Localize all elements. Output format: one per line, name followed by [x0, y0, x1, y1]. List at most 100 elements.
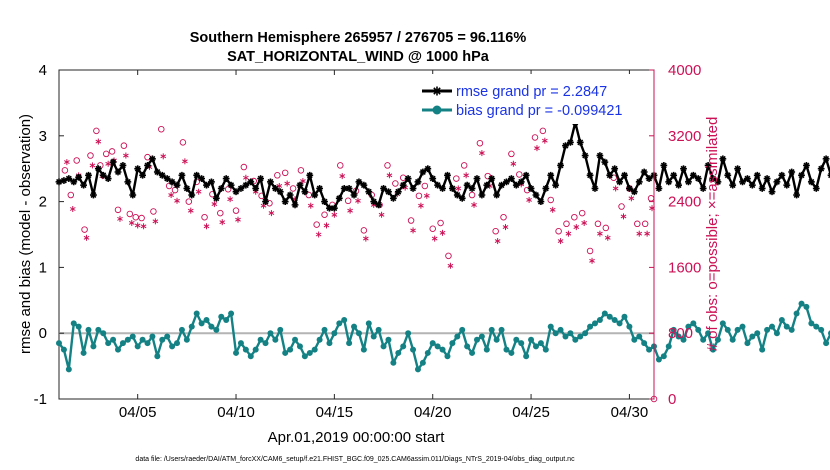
bias-point — [90, 343, 97, 350]
obs-possible-point — [321, 211, 328, 219]
rmse-point — [124, 178, 132, 186]
bias-point — [287, 346, 294, 353]
rmse-point — [291, 201, 299, 209]
rmse-point — [139, 171, 146, 179]
obs-possible-point — [344, 197, 352, 205]
y-left-tick-label: 2 — [39, 194, 47, 211]
obs-assimilated-point — [268, 210, 275, 217]
bias-point — [395, 349, 402, 356]
rmse-point — [429, 175, 437, 182]
bias-point — [587, 323, 594, 330]
rmse-point — [803, 162, 810, 169]
bias-point — [410, 346, 417, 353]
rmse-point — [468, 185, 476, 192]
obs-assimilated-point — [471, 201, 477, 208]
rmse-point — [419, 168, 427, 176]
rmse-point — [675, 181, 682, 189]
bias-point — [729, 336, 736, 343]
rmse-point — [552, 181, 560, 189]
obs-assimilated-point — [565, 230, 572, 237]
obs-possible-point — [578, 209, 586, 217]
rmse-point — [562, 142, 569, 150]
obs-possible-point — [108, 148, 116, 155]
bias-point — [233, 349, 240, 356]
rmse-point — [458, 194, 466, 202]
obs-assimilated-point — [362, 235, 369, 242]
obs-assimilated-point — [502, 224, 509, 231]
rmse-point — [616, 178, 623, 186]
obs-possible-point — [114, 206, 122, 214]
y-right-tick-label: 800 — [668, 325, 693, 342]
bias-point — [646, 346, 653, 353]
obs-possible-point — [421, 182, 429, 190]
obs-possible-point — [87, 152, 94, 159]
bias-point — [769, 323, 776, 330]
bias-point — [439, 346, 446, 353]
legend-rmse-star — [432, 86, 442, 96]
legend-bias-marker — [432, 105, 442, 115]
rmse-point — [70, 178, 78, 186]
bias-point — [665, 343, 672, 350]
bias-point — [813, 323, 820, 330]
obs-assimilated-point — [510, 160, 517, 167]
obs-assimilated-point — [534, 145, 540, 152]
obs-assimilated-point — [589, 257, 595, 264]
bias-point — [370, 333, 377, 340]
bias-point — [316, 336, 323, 343]
rmse-point — [748, 181, 756, 189]
rmse-point — [532, 191, 540, 199]
obs-possible-point — [399, 174, 407, 181]
obs-possible-point — [102, 150, 110, 158]
rmse-point — [493, 191, 501, 199]
rmse-point — [527, 185, 535, 192]
bias-point — [419, 359, 426, 366]
obs-possible-point — [476, 139, 484, 147]
rmse-point — [222, 175, 230, 182]
obs-possible-point — [586, 247, 594, 255]
bias-point — [606, 313, 613, 320]
bias-point — [124, 336, 131, 343]
rmse-point — [330, 204, 338, 212]
bias-point — [582, 330, 589, 337]
bias-point — [80, 349, 87, 356]
x-tick-label: 04/30 — [611, 404, 649, 421]
obs-possible-point — [93, 127, 100, 135]
obs-possible-point — [232, 207, 240, 214]
bias-point — [626, 323, 633, 330]
rmse-point — [114, 168, 122, 176]
obs-assimilated-point — [628, 195, 635, 202]
obs-possible-point — [468, 191, 476, 199]
obs-assimilated-point — [378, 211, 385, 218]
obs-assimilated-point — [331, 211, 338, 218]
obs-assimilated-point — [323, 222, 330, 229]
bias-point — [375, 326, 382, 333]
bias-point — [705, 330, 712, 337]
bias-point — [611, 317, 618, 324]
bias-point — [552, 330, 559, 337]
bias-point — [528, 336, 535, 343]
bias-point — [655, 356, 662, 363]
bias-point — [380, 343, 387, 350]
rmse-point — [434, 181, 442, 189]
rmse-point — [370, 198, 378, 205]
x-tick-label: 04/25 — [512, 404, 550, 421]
obs-assimilated-point — [219, 219, 226, 226]
rmse-point — [144, 162, 151, 169]
rmse-point — [99, 171, 107, 179]
legend-rmse-marker — [432, 86, 442, 96]
rmse-point — [812, 185, 820, 192]
rmse-point — [542, 185, 550, 192]
bias-point — [513, 336, 520, 343]
bias-point — [115, 346, 122, 353]
rmse-point — [744, 175, 751, 182]
obs-assimilated-point — [174, 197, 180, 204]
obs-possible-point — [610, 174, 617, 181]
obs-possible-point — [132, 213, 139, 221]
rmse-point — [409, 185, 417, 192]
obs-possible-point — [313, 221, 320, 228]
rmse-point — [453, 191, 461, 199]
rmse-point — [665, 178, 673, 186]
bias-point — [631, 336, 638, 343]
bias-point — [95, 326, 102, 333]
